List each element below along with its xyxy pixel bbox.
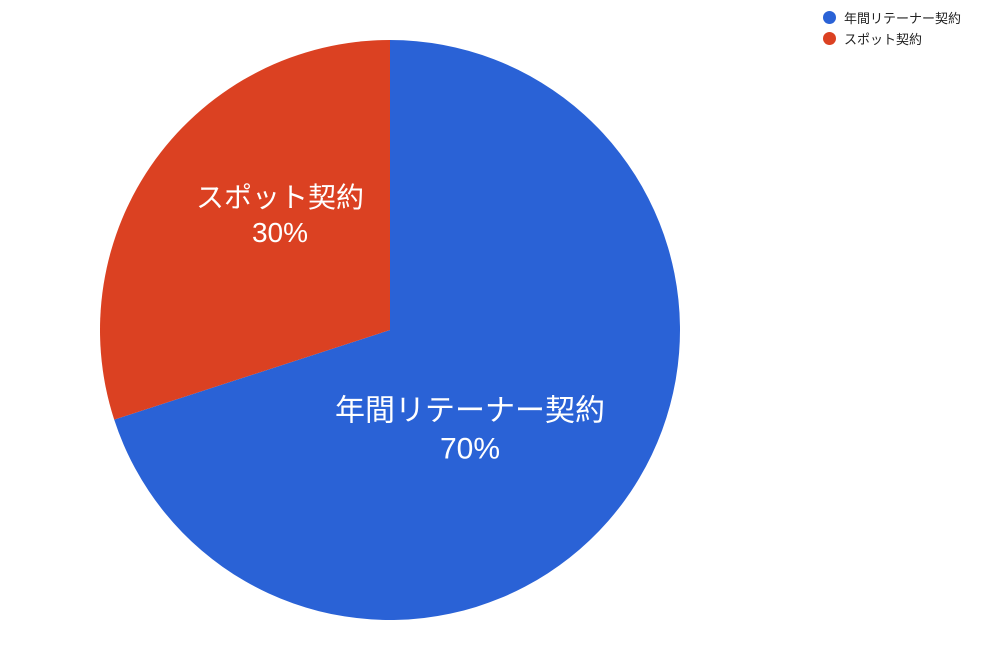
legend: 年間リテーナー契約 スポット契約 bbox=[823, 8, 961, 50]
pie-chart bbox=[0, 0, 981, 663]
legend-item-retainer: 年間リテーナー契約 bbox=[823, 8, 961, 27]
legend-item-spot: スポット契約 bbox=[823, 29, 961, 48]
legend-swatch-retainer bbox=[823, 11, 836, 24]
legend-label-retainer: 年間リテーナー契約 bbox=[844, 8, 961, 27]
legend-swatch-spot bbox=[823, 32, 836, 45]
pie-chart-container: 年間リテーナー契約 70% スポット契約 30% 年間リテーナー契約 スポット契… bbox=[0, 0, 981, 663]
legend-label-spot: スポット契約 bbox=[844, 29, 922, 48]
